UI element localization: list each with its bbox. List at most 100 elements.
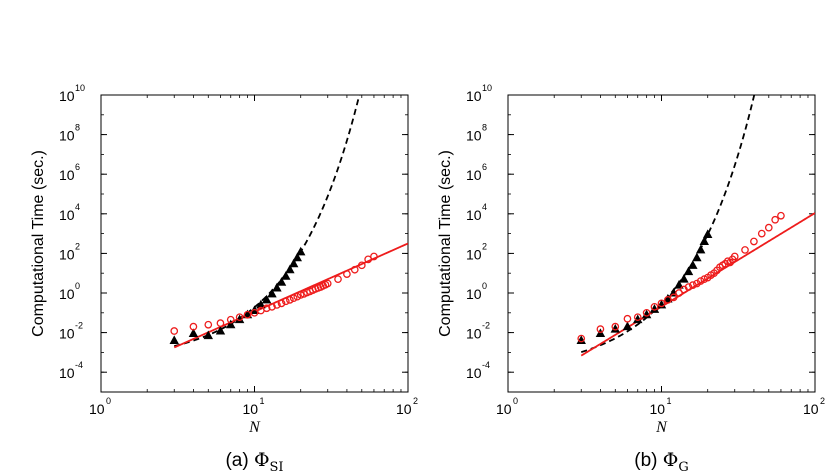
x-tick-label: 10 <box>650 401 666 417</box>
panel-caption: (b) ΦG <box>634 449 688 474</box>
circle-point <box>273 301 281 309</box>
triangle-point <box>683 266 694 276</box>
circle-point <box>226 315 235 324</box>
circle-point <box>669 293 678 302</box>
circle-point <box>262 304 271 313</box>
y-tick-exponent: 2 <box>482 241 487 251</box>
triangle-point <box>281 271 291 280</box>
plot-area <box>169 95 408 349</box>
circle-point <box>235 313 244 322</box>
circle-point <box>741 246 749 254</box>
triangle-point <box>688 260 698 269</box>
x-tick-exponent: 1 <box>667 396 672 406</box>
y-tick-label: 10 <box>59 88 75 104</box>
y-tick-exponent: -4 <box>482 360 490 370</box>
x-axis-label: N <box>248 419 261 436</box>
triangle-point <box>226 319 236 329</box>
circle-point <box>170 327 179 335</box>
circle-point <box>343 270 351 278</box>
circle-point <box>684 283 693 291</box>
circle-point <box>623 314 632 323</box>
triangle-point <box>256 299 266 309</box>
x-tick-label: 10 <box>803 401 819 417</box>
circle-point <box>777 211 785 220</box>
y-tick-label: 10 <box>466 167 482 183</box>
panel-a: 10 0 10 1 10 210 -410 -210 010 210 410 610 810 10Comp… <box>30 83 418 474</box>
y-tick-exponent: 6 <box>482 162 487 172</box>
circle-point <box>771 215 779 224</box>
circle-point <box>243 310 252 319</box>
triangle-point <box>622 321 633 331</box>
y-tick-exponent: 2 <box>75 241 80 251</box>
y-tick-label: 10 <box>59 365 75 381</box>
circle-point <box>189 322 198 331</box>
y-tick-exponent: 0 <box>75 281 80 291</box>
triangle-point <box>692 252 702 262</box>
x-tick-label: 10 <box>496 401 512 417</box>
circle-point <box>250 308 259 317</box>
triangle-point <box>703 229 713 239</box>
y-tick-label: 10 <box>466 128 482 144</box>
y-tick-label: 10 <box>59 128 75 144</box>
circle-point <box>281 297 290 306</box>
x-tick-exponent: 0 <box>106 396 111 406</box>
circle-point <box>364 255 372 264</box>
y-tick-label: 10 <box>59 207 75 223</box>
x-tick-label: 10 <box>89 401 105 417</box>
y-tick-exponent: 10 <box>482 83 492 93</box>
circle-point <box>750 237 758 246</box>
triangle-point <box>699 236 709 245</box>
y-tick-label: 10 <box>466 88 482 104</box>
triangle-point <box>296 246 306 256</box>
circle-point <box>633 313 642 322</box>
circle-point <box>277 299 286 308</box>
triangle-point <box>272 282 282 292</box>
circle-point <box>730 252 739 261</box>
circle-point <box>357 261 366 270</box>
triangle-point <box>169 335 179 344</box>
y-tick-exponent: 8 <box>482 123 487 133</box>
y-tick-exponent: 4 <box>75 202 80 212</box>
panel-b: 10 0 10 1 10 210 -410 -210 010 210 410 610 810 10Comp… <box>437 83 825 474</box>
y-tick-label: 10 <box>466 207 482 223</box>
circle-point <box>688 281 697 289</box>
y-tick-label: 10 <box>466 365 482 381</box>
x-tick-exponent: 2 <box>413 396 418 406</box>
x-axis-label: N <box>655 419 668 436</box>
circle-point <box>596 325 605 333</box>
y-tick-exponent: 8 <box>75 123 80 133</box>
y-tick-exponent: -4 <box>75 360 83 370</box>
y-tick-exponent: 0 <box>482 281 487 291</box>
circle-point <box>577 334 586 343</box>
y-tick-label: 10 <box>59 326 75 342</box>
y-tick-label: 10 <box>59 246 75 262</box>
triangle-point <box>285 264 295 274</box>
y-tick-label: 10 <box>59 286 75 302</box>
y-tick-exponent: 6 <box>75 162 80 172</box>
triangle-point <box>203 330 213 340</box>
x-tick-exponent: 0 <box>513 396 518 406</box>
circle-point <box>268 302 276 311</box>
y-tick-label: 10 <box>466 246 482 262</box>
circle-point <box>693 279 701 288</box>
y-tick-exponent: 4 <box>482 202 487 212</box>
y-tick-label: 10 <box>59 167 75 183</box>
plot-area <box>576 95 815 357</box>
y-tick-exponent: -2 <box>482 321 490 331</box>
circle-point <box>350 265 359 274</box>
axes-frame <box>100 94 409 393</box>
circle-point <box>764 223 773 232</box>
y-tick-label: 10 <box>466 326 482 342</box>
circle-point <box>650 302 659 311</box>
circle-point <box>216 319 225 328</box>
circle-point <box>289 294 298 302</box>
circle-point <box>675 289 683 297</box>
y-axis-label: Computational Time (sec.) <box>30 150 47 337</box>
dashed-fit-line <box>174 95 361 348</box>
circle-point <box>296 291 305 299</box>
circle-point <box>370 252 378 261</box>
solid-fit-line <box>580 212 815 357</box>
triangle-point <box>679 274 689 283</box>
triangle-point <box>188 328 199 338</box>
